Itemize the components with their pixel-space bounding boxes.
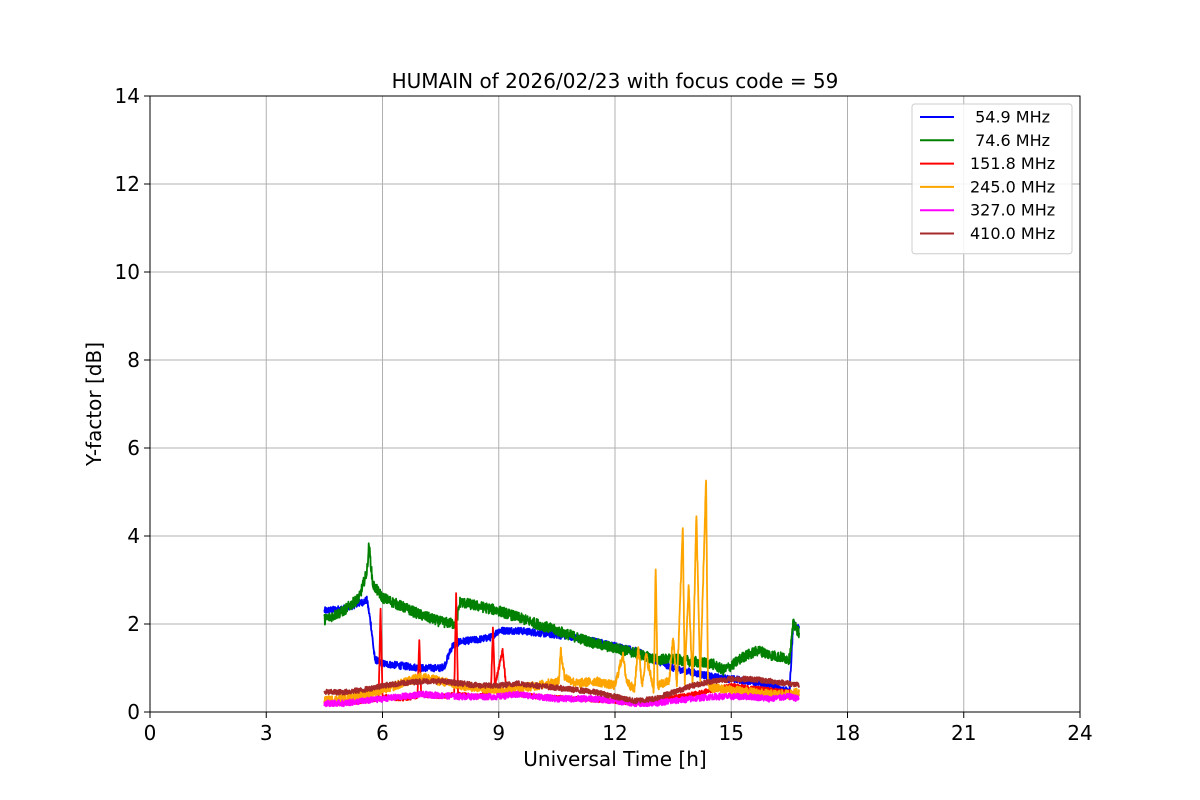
y-tick-label: 10 <box>115 260 140 284</box>
x-tick-label: 12 <box>602 721 627 745</box>
x-tick-label: 9 <box>492 721 505 745</box>
legend: 54.9 MHz 74.6 MHz 151.8 MHz 245.0 MHz 327.0… <box>911 103 1073 255</box>
x-tick-label: 21 <box>951 721 976 745</box>
x-tick-label: 15 <box>719 721 744 745</box>
x-tick-label: 18 <box>835 721 860 745</box>
legend-label: 410.0 MHz <box>970 224 1055 243</box>
chart-title: HUMAIN of 2026/02/23 with focus code = 5… <box>392 69 839 93</box>
series-line-4 <box>323 690 800 708</box>
legend-label: 54.9 MHz <box>970 108 1050 127</box>
legend-label: 245.0 MHz <box>970 177 1055 196</box>
series-layer <box>323 479 800 708</box>
y-tick-label: 12 <box>115 172 140 196</box>
x-tick-label: 6 <box>376 721 389 745</box>
y-tick-label: 14 <box>115 84 140 108</box>
series-line-1 <box>323 542 800 676</box>
y-tick-label: 8 <box>127 348 140 372</box>
y-tick-label: 6 <box>127 436 140 460</box>
x-tick-label: 0 <box>144 721 157 745</box>
legend-label: 327.0 MHz <box>970 201 1055 220</box>
y-tick-label: 2 <box>127 612 140 636</box>
y-tick-label: 0 <box>127 700 140 724</box>
legend-label: 74.6 MHz <box>970 131 1050 150</box>
y-axis-label: Y-factor [dB] <box>82 342 106 467</box>
x-axis-label: Universal Time [h] <box>523 747 706 771</box>
legend-box <box>911 103 1073 255</box>
series-line-5 <box>323 675 800 705</box>
legend-label: 151.8 MHz <box>970 154 1055 173</box>
x-tick-label: 3 <box>260 721 273 745</box>
x-tick-label: 24 <box>1067 721 1092 745</box>
y-tick-label: 4 <box>127 524 140 548</box>
